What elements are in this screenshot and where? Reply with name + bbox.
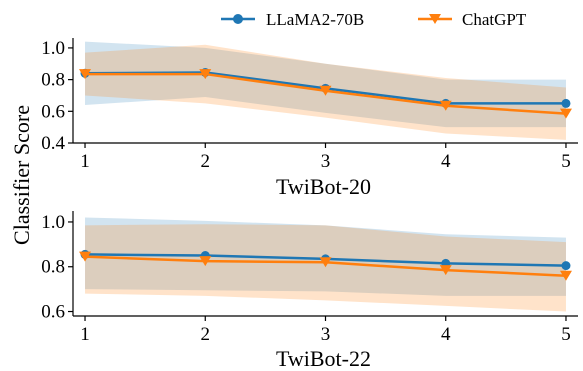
y-axis-label: Classifier Score xyxy=(9,105,34,245)
x-tick-label: 3 xyxy=(321,324,331,345)
x-tick-label: 4 xyxy=(441,324,451,345)
x-axis-label: TwiBot-22 xyxy=(276,346,371,371)
x-axis-label: TwiBot-20 xyxy=(276,174,371,199)
x-tick-label: 3 xyxy=(321,151,331,172)
x-tick-label: 1 xyxy=(80,151,90,172)
legend-triangle-marker xyxy=(429,14,441,24)
point-llama2-70b xyxy=(561,261,571,271)
legend: LLaMA2-70B ChatGPT xyxy=(221,10,527,29)
y-tick-label: 0.8 xyxy=(41,70,65,91)
point-llama2-70b xyxy=(561,98,571,108)
legend-label-llama2-70b: LLaMA2-70B xyxy=(266,10,364,29)
point-chatgpt xyxy=(79,69,92,80)
x-tick-label: 4 xyxy=(441,151,451,172)
x-tick-label: 1 xyxy=(80,324,90,345)
x-tick-label: 5 xyxy=(561,151,571,172)
legend-item-chatgpt: ChatGPT xyxy=(418,10,527,29)
x-tick-label: 2 xyxy=(201,324,211,345)
point-chatgpt xyxy=(199,256,212,267)
point-chatgpt xyxy=(199,69,212,80)
y-tick-label: 0.4 xyxy=(41,133,65,154)
point-chatgpt xyxy=(439,265,452,276)
y-tick-label: 1.0 xyxy=(41,212,65,233)
y-tick-label: 0.8 xyxy=(41,257,65,278)
x-tick-label: 5 xyxy=(561,324,571,345)
band-chatgpt xyxy=(85,224,566,312)
y-tick-label: 0.6 xyxy=(41,101,65,122)
panel-twibot-22: 0.6 0.8 1.0 1 2 3 4 5 TwiBot-22 xyxy=(41,211,578,371)
x-tick-label: 2 xyxy=(201,151,211,172)
point-chatgpt xyxy=(319,257,332,268)
legend-item-llama2-70b: LLaMA2-70B xyxy=(221,10,364,29)
point-chatgpt xyxy=(79,251,92,262)
y-tick-label: 0.6 xyxy=(41,302,65,323)
legend-label-chatgpt: ChatGPT xyxy=(462,10,527,29)
y-tick-label: 1.0 xyxy=(41,38,65,59)
point-chatgpt xyxy=(439,100,452,111)
point-chatgpt xyxy=(559,270,572,281)
panel-twibot-20: 0.4 0.6 0.8 1.0 1 2 3 4 5 TwiBot-20 xyxy=(41,38,578,199)
legend-circle-marker xyxy=(233,14,243,24)
point-chatgpt xyxy=(319,85,332,96)
point-chatgpt xyxy=(559,108,572,119)
